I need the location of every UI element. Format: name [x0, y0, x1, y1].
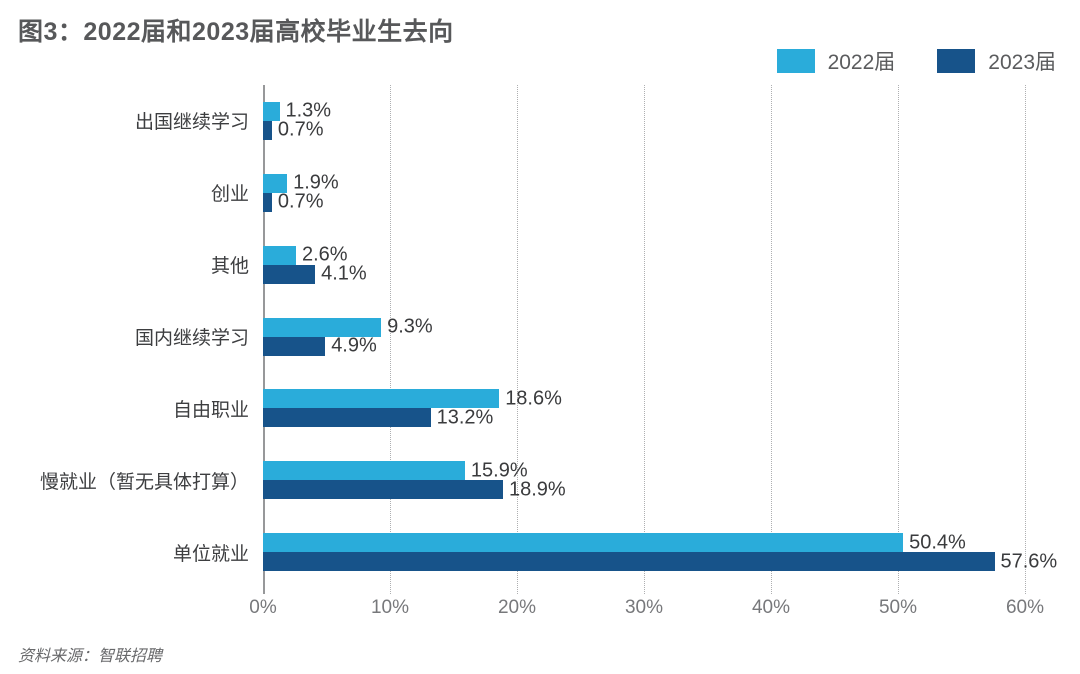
x-axis-tick-labels: 0% 10% 20% 30% 40% 50% 60% [0, 597, 1080, 623]
bar-segment-2023: 18.9% [263, 478, 566, 500]
category-label: 创业 [210, 184, 249, 206]
bar-segment-2022: 1.3% [263, 100, 331, 122]
category-label: 单位就业 [172, 543, 249, 565]
legend-swatch [937, 49, 976, 73]
bar-segment-2023: 57.6% [263, 550, 1057, 572]
gridline [1025, 85, 1026, 594]
chart-title: 图3：2022届和2023届高校毕业生去向 [18, 18, 454, 46]
legend-label: 2022届 [827, 51, 896, 74]
bar-row: 自由职业 18.6% 13.2% [0, 372, 1080, 444]
bar-segment-2023: 0.7% [263, 119, 323, 141]
bar-row: 慢就业（暂无具体打算） 15.9% 18.9% [0, 444, 1080, 516]
value-label: 4.9% [331, 334, 377, 357]
gridline [771, 85, 772, 594]
bar-segment-2023: 13.2% [263, 406, 493, 428]
bar-pair: 1.9% 0.7% [263, 172, 339, 213]
category-label: 国内继续学习 [134, 328, 249, 349]
gridline [390, 85, 391, 594]
axis-tick-label: 50% [878, 597, 918, 618]
bar-segment-2022: 9.3% [263, 316, 433, 338]
bar-segment-2022: 18.6% [263, 387, 562, 409]
category-label: 其他 [210, 256, 249, 278]
legend-swatch [776, 49, 815, 73]
value-label: 15.9% [470, 459, 528, 482]
value-label: 18.6% [505, 387, 562, 410]
bar-pair: 18.6% 13.2% [263, 387, 562, 428]
axis-tick-label: 60% [1005, 597, 1045, 618]
bar-row: 其他 2.6% 4.1% [0, 229, 1080, 301]
axis-tick-label: 20% [497, 597, 537, 618]
gridline [644, 85, 645, 594]
bar-pair: 9.3% 4.9% [263, 316, 433, 357]
value-label: 9.3% [387, 315, 433, 338]
bar-segment-2023: 4.9% [263, 335, 377, 357]
bar-rows: 出国继续学习 1.3% 0.7% 创业 1.9% 0.7% 其他 2.6% 4.1% 国内继续学习… [0, 85, 1080, 588]
legend: 2022届 2023届 [776, 46, 1056, 76]
gridline [517, 85, 518, 594]
bar-pair: 15.9% 18.9% [263, 459, 566, 500]
bar-row: 单位就业 50.4% 57.6% [0, 516, 1080, 588]
value-label: 2.6% [302, 243, 348, 266]
category-label: 慢就业（暂无具体打算） [39, 471, 249, 493]
legend-item: 2022届 [776, 46, 896, 76]
category-label: 自由职业 [172, 399, 249, 421]
bar-segment-2022: 50.4% [263, 531, 966, 553]
bar-segment-2023: 0.7% [263, 191, 323, 213]
gridline [898, 85, 899, 594]
axis-tick-label: 30% [624, 597, 664, 618]
legend-item: 2023届 [937, 46, 1056, 76]
bar-segment-2023: 4.1% [263, 263, 367, 285]
value-label: 1.9% [293, 171, 339, 194]
bar-segment-2022: 2.6% [263, 244, 348, 266]
value-label: 13.2% [436, 406, 494, 429]
value-label: 18.9% [509, 478, 566, 501]
value-label: 4.1% [321, 262, 367, 285]
axis-tick-label: 10% [370, 597, 410, 618]
bar-segment-2022: 15.9% [263, 459, 528, 481]
category-label: 出国继续学习 [134, 112, 249, 134]
bar-row: 国内继续学习 9.3% 4.9% [0, 301, 1080, 373]
axis-tick-label: 0% [249, 597, 277, 618]
bar-segment-2022: 1.9% [263, 172, 339, 194]
value-label: 57.6% [1000, 550, 1058, 573]
bar-pair: 50.4% 57.6% [263, 531, 1057, 572]
bar-pair: 1.3% 0.7% [263, 100, 331, 141]
value-label: 0.7% [277, 190, 324, 213]
value-label: 50.4% [909, 531, 966, 554]
source-note: 资料来源：智联招聘 [18, 648, 163, 665]
value-label: 1.3% [285, 99, 332, 122]
value-label: 0.7% [277, 118, 324, 141]
bar-pair: 2.6% 4.1% [263, 244, 367, 285]
legend-label: 2023届 [988, 51, 1056, 74]
bar-row: 出国继续学习 1.3% 0.7% [0, 85, 1080, 157]
bar-row: 创业 1.9% 0.7% [0, 157, 1080, 229]
axis-tick-label: 40% [751, 597, 791, 618]
plot-grid [263, 85, 1026, 594]
